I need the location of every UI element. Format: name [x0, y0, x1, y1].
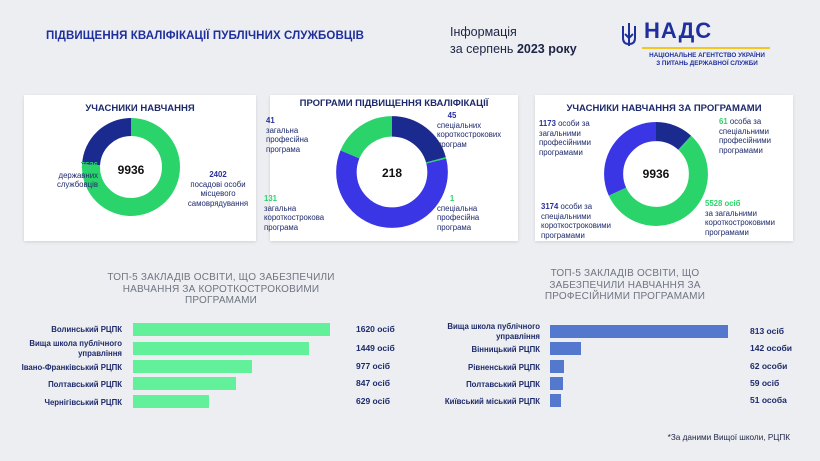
slice-label-general-short: 5528 осіб за загальними короткостроковим… [705, 199, 775, 237]
donut-center-value: 9936 [117, 163, 145, 177]
chart-title: УЧАСНИКИ НАВЧАННЯ ЗА ПРОГРАМАМИ [566, 103, 762, 114]
slice-label-civil-servants: 7536 державних службовців [56, 161, 98, 189]
card-participants-by-program: УЧАСНИКИ НАВЧАННЯ ЗА ПРОГРАМАМИ 9936 117… [535, 95, 793, 241]
logo-divider [642, 47, 770, 49]
info-period: за серпень [450, 42, 514, 56]
bar-value-label: 629 осіб [356, 396, 390, 406]
bar-category-label: Вища школа публічного управління [447, 322, 540, 341]
chart-title: ПРОГРАМИ ПІДВИЩЕННЯ КВАЛІФІКАЦІЇ [299, 98, 489, 109]
slice-label-special-short: 45 спеціальних короткострокових програм [437, 111, 502, 149]
donut-center-value: 218 [381, 166, 403, 180]
bar [133, 377, 236, 390]
logo-line1: НАЦІОНАЛЬНЕ АГЕНТСТВО УКРАЇНИ [649, 52, 765, 59]
bar [133, 395, 210, 408]
bar-category-label: Полтавський РЦПК [466, 380, 540, 389]
bar [133, 360, 252, 373]
donut-participants [82, 118, 180, 216]
card-participants: УЧАСНИКИ НАВЧАННЯ 9936 7536 державних сл… [24, 95, 256, 241]
bar [550, 377, 563, 390]
bar [550, 342, 582, 355]
slice-label-general-professional: 1173 особи за загальними професійними пр… [539, 119, 592, 157]
bar-value-label: 59 осіб [750, 378, 780, 388]
bar-value-label: 51 особа [750, 395, 787, 405]
slice-label-special-professional: 61 особа за спеціальними професійними пр… [719, 117, 772, 155]
bar-category-label: Чернігівський РЦПК [44, 398, 122, 407]
bar-category-label: Волинський РЦПК [51, 325, 122, 334]
page-title: ПІДВИЩЕННЯ КВАЛІФІКАЦІЇ ПУБЛІЧНИХ СЛУЖБО… [46, 30, 365, 42]
donut-slice-2 [604, 122, 708, 226]
bar [133, 342, 310, 355]
slice-label-special-professional: 1 спеціальна професійна програма [437, 194, 480, 232]
nads-logo: НАДС НАЦІОНАЛЬНЕ АГЕНТСТВО УКРАЇНИ З ПИТ… [620, 18, 770, 72]
donut-participants-by-program [604, 122, 708, 226]
logo-abbr: НАДС [644, 18, 713, 43]
chart-title: УЧАСНИКИ НАВЧАННЯ [85, 103, 195, 114]
bar-category-label: Івано-Франківський РЦПК [21, 363, 122, 372]
logo-line2: З ПИТАНЬ ДЕРЖАВНОЇ СЛУЖБИ [656, 60, 758, 67]
bar [550, 360, 564, 373]
bar-value-label: 977 осіб [356, 361, 390, 371]
info-year: 2023 року [516, 42, 577, 56]
donut-slice-3 [336, 116, 448, 228]
bar-category-label: Вінницький РЦПК [471, 345, 540, 354]
bar [550, 325, 728, 338]
section-title-short-programs: ТОП-5 ЗАКЛАДІВ ОСВІТИ, ЩО ЗАБЕЗПЕЧИЛИ НА… [107, 272, 335, 306]
bar-category-label: Полтавський РЦПК [48, 380, 122, 389]
bar-value-label: 1620 осіб [356, 324, 395, 334]
bar-value-label: 62 особи [750, 361, 788, 371]
slice-label-general-short: 131 загальна короткострокова програма [264, 194, 325, 232]
bar-category-label: Вища школа публічного управління [29, 339, 122, 358]
bar-category-label: Рівненський РЦПК [468, 363, 540, 372]
slice-label-special-short: 3174 особи за спеціальними короткостроко… [541, 202, 611, 240]
bar-value-label: 813 осіб [750, 326, 784, 336]
bar-value-label: 142 особи [750, 343, 793, 353]
report-period: Інформація за серпень 2023 року [450, 24, 577, 58]
donut-slice-3 [604, 122, 708, 226]
donut-slice-1 [82, 118, 180, 216]
donut-programs [336, 116, 448, 228]
bar-value-label: 1449 осіб [356, 343, 395, 353]
info-label: Інформація [450, 25, 517, 39]
bar-category-label: Київський міський РЦПК [444, 397, 540, 406]
donut-center-value: 9936 [642, 167, 670, 181]
card-programs: ПРОГРАМИ ПІДВИЩЕННЯ КВАЛІФІКАЦІЇ 218 41 … [264, 95, 518, 241]
trident-icon [622, 23, 636, 46]
slice-label-general-professional: 41 загальна професійна програма [266, 116, 309, 154]
bar [550, 394, 562, 407]
section-title-professional-programs: ТОП-5 ЗАКЛАДІВ ОСВІТИ, ЩО ЗАБЕЗПЕЧИЛИ НА… [544, 268, 706, 302]
slice-label-local-officials: 2402 посадові особи місцевого самоврядув… [187, 170, 249, 208]
donut-slice-2 [336, 116, 448, 228]
footnote: *За даними Вищої школи, РЦПК [667, 433, 790, 442]
bar [133, 323, 330, 336]
bar-value-label: 847 осіб [356, 378, 390, 388]
